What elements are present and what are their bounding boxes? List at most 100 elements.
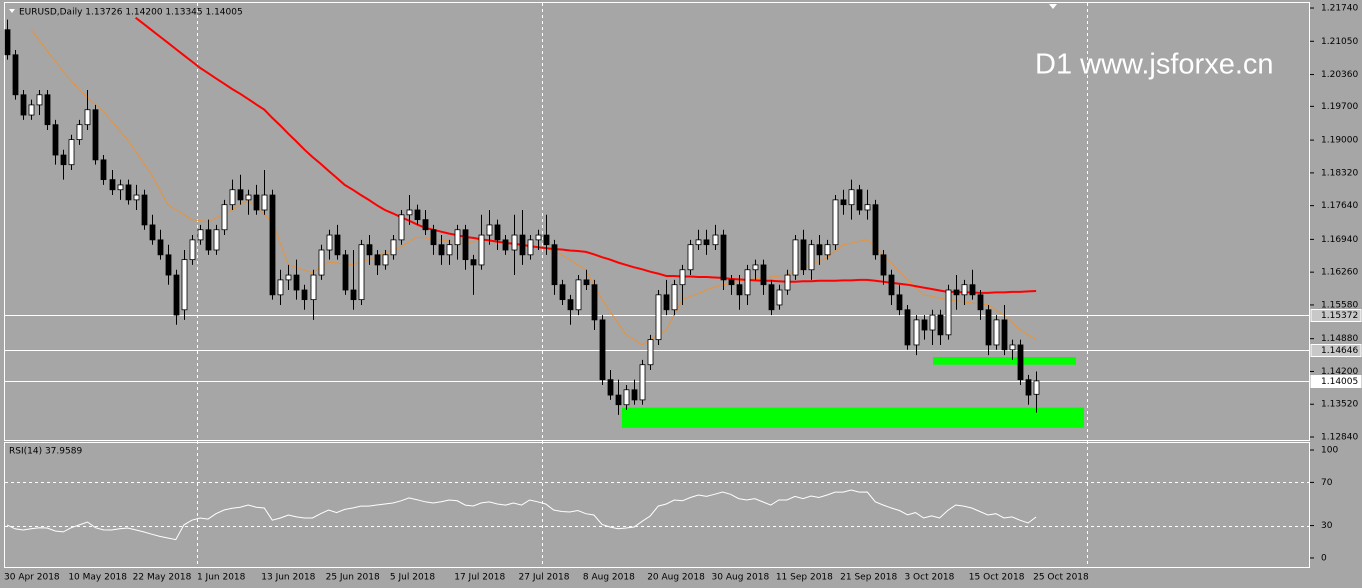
candle-body: [245, 194, 252, 201]
candle-body: [430, 229, 437, 246]
candle-body: [896, 294, 903, 311]
candle-body: [768, 284, 775, 311]
candle-body: [913, 319, 920, 346]
rsi-line: [6, 489, 1037, 541]
x-tick-label: 30 Aug 2018: [712, 573, 770, 583]
candle-body: [808, 244, 815, 271]
candle-body: [414, 209, 421, 221]
candle-body: [1025, 379, 1032, 396]
candle-body: [535, 234, 542, 241]
level-label-box: [1310, 375, 1362, 388]
candle-body: [961, 284, 968, 296]
candle-body: [776, 289, 783, 306]
candle-body: [28, 104, 35, 116]
candle-body: [494, 224, 501, 241]
moving-average: [134, 16, 1037, 294]
x-tick-label: 5 Jul 2018: [390, 573, 435, 583]
candle-body: [390, 239, 397, 256]
candle-body: [478, 234, 485, 266]
candle-body: [261, 194, 268, 211]
x-tick-label: 8 Aug 2018: [583, 573, 635, 583]
candle-body: [559, 284, 566, 301]
zone: [933, 356, 1076, 365]
candle-body: [551, 244, 558, 286]
candle-body: [647, 339, 654, 366]
candle-body: [446, 244, 453, 256]
rsi-tick-label: 30: [1321, 521, 1333, 531]
candle-body: [1001, 319, 1008, 351]
rsi-panel-frame: [4, 442, 1310, 568]
candle-body: [326, 234, 333, 251]
candle-body: [318, 249, 325, 276]
candle-body: [752, 264, 759, 271]
candle-body: [438, 244, 445, 256]
candle-body: [985, 309, 992, 346]
rsi-tick-label: 100: [1321, 446, 1338, 456]
candle-body: [655, 294, 662, 341]
rsi-tick-label: 70: [1321, 478, 1333, 488]
candle-body: [953, 289, 960, 296]
y-tick-label: 1.17640: [1321, 201, 1358, 211]
candle-body: [671, 284, 678, 311]
candle-body: [543, 234, 550, 246]
candle-body: [374, 254, 381, 266]
zone: [622, 407, 1084, 428]
candle-body: [864, 204, 871, 211]
candle-body: [366, 244, 373, 256]
candle-body: [977, 294, 984, 311]
x-tick-label: 30 Apr 2018: [4, 573, 60, 583]
candle-body: [736, 284, 743, 296]
candle-body: [623, 389, 630, 406]
candle-body: [117, 184, 124, 191]
candle-body: [382, 254, 389, 266]
level-label: 1.14005: [1321, 377, 1358, 387]
candle-body: [269, 194, 276, 296]
candle-body: [591, 284, 598, 321]
candle-body: [816, 244, 823, 256]
candle-body: [880, 254, 887, 276]
y-tick-label: 1.19700: [1321, 102, 1358, 112]
candle-body: [301, 289, 308, 301]
y-tick-label: 1.21740: [1321, 4, 1358, 14]
candle-body: [937, 314, 944, 336]
x-tick-label: 10 May 2018: [68, 573, 127, 583]
x-tick-label: 27 Jul 2018: [519, 573, 570, 583]
level-label: 1.15372: [1321, 311, 1358, 321]
candle-body: [527, 239, 534, 256]
level-label-box: [1310, 344, 1362, 357]
candle-body: [800, 239, 807, 271]
candle-body: [599, 319, 606, 381]
x-tick-label: 1 Jun 2018: [197, 573, 246, 583]
candle-body: [720, 234, 727, 281]
x-tick-label: 22 May 2018: [133, 573, 192, 583]
candle-body: [1009, 344, 1016, 351]
candle-body: [358, 244, 365, 301]
level-label: 1.14646: [1321, 346, 1358, 356]
y-tick-label: 1.14880: [1321, 334, 1358, 344]
y-tick-label: 1.16260: [1321, 268, 1358, 278]
candle-body: [36, 94, 43, 106]
candle-body: [141, 194, 148, 226]
candle-body: [824, 244, 831, 256]
candle-body: [237, 189, 244, 201]
candle-body: [615, 394, 622, 406]
y-tick-label: 1.19000: [1321, 136, 1358, 146]
watermark: D1 www.jsforxe.cn: [1035, 49, 1274, 81]
candle-body: [173, 274, 180, 316]
candle-body: [76, 124, 83, 141]
candle-body: [872, 204, 879, 256]
candle-body: [840, 199, 847, 206]
candle-body: [639, 364, 646, 401]
candle-body: [760, 264, 767, 286]
candle-body: [52, 124, 59, 156]
candle-body: [1017, 344, 1024, 381]
candle-body: [422, 219, 429, 231]
candle-body: [969, 284, 976, 296]
candle-body: [848, 189, 855, 206]
candle-body: [888, 274, 895, 296]
candle-body: [744, 269, 751, 296]
x-tick-label: 25 Oct 2018: [1033, 573, 1089, 583]
candle-body: [213, 229, 220, 251]
